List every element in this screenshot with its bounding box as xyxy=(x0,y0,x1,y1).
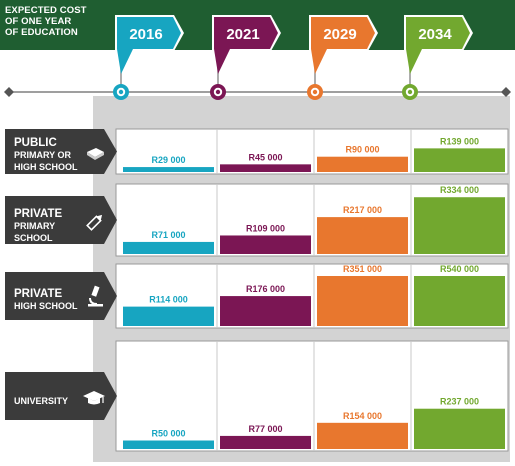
row-label-private-primary: PRIVATE PRIMARY SCHOOL xyxy=(14,208,62,244)
row-label-line: PRIVATE xyxy=(14,208,63,220)
row-label-arrow xyxy=(5,129,117,174)
timeline-pin-dot xyxy=(215,89,221,95)
bar-value-label: R29 000 xyxy=(151,155,185,165)
bar xyxy=(220,296,311,326)
bar-value-label: R334 000 xyxy=(440,185,479,195)
bar xyxy=(220,435,311,449)
chart-title-line: EXPECTED COST xyxy=(5,5,87,16)
bar xyxy=(414,408,505,449)
bar xyxy=(220,235,311,254)
timeline-pin-dot xyxy=(312,89,318,95)
microscope-icon-arm xyxy=(89,297,98,305)
year-label: 2016 xyxy=(129,26,162,43)
bar-value-label: R114 000 xyxy=(149,295,188,305)
bar xyxy=(220,164,311,172)
book-icon-cover xyxy=(87,148,104,157)
year-flag xyxy=(117,17,181,49)
timeline-end-diamond xyxy=(4,87,14,97)
chart-title-line: OF EDUCATION xyxy=(5,27,78,38)
bar xyxy=(317,156,408,172)
year-label: 2021 xyxy=(226,26,259,43)
bar xyxy=(317,422,408,449)
pencil-icon-tip xyxy=(96,214,103,221)
row-label-line: PRIMARY OR xyxy=(14,150,72,160)
timeline-end-diamond xyxy=(501,87,511,97)
graduation-cap-icon-base xyxy=(88,398,100,405)
bar-value-label: R71 000 xyxy=(151,230,185,240)
flag-tail xyxy=(214,49,230,74)
row-label-line: UNIVERSITY xyxy=(14,396,69,406)
year-flag xyxy=(214,17,278,49)
bar xyxy=(414,197,505,254)
bar-value-label: R237 000 xyxy=(440,397,479,407)
bar-value-label: R45 000 xyxy=(248,152,282,162)
timeline-pin-dot xyxy=(118,89,124,95)
row-label-private-high: PRIVATE HIGH SCHOOL xyxy=(14,288,78,312)
bar-value-label: R109 000 xyxy=(246,223,285,233)
year-label: 2034 xyxy=(418,26,452,43)
bar xyxy=(123,306,214,326)
microscope-icon xyxy=(88,285,103,307)
bar-value-label: R77 000 xyxy=(248,424,282,434)
bar xyxy=(414,148,505,172)
year-label: 2029 xyxy=(323,26,356,43)
row-label-line: PUBLIC xyxy=(14,137,57,149)
bar-value-label: R540 000 xyxy=(440,264,479,274)
chart-title: EXPECTED COST OF ONE YEAR OF EDUCATION xyxy=(5,5,115,38)
bar-value-label: R351 000 xyxy=(343,264,382,274)
row-label-arrow xyxy=(5,272,117,320)
chart-title-line: OF ONE YEAR xyxy=(5,16,72,27)
row-label-public-school: PUBLIC PRIMARY OR HIGH SCHOOL xyxy=(14,137,78,173)
bar xyxy=(317,217,408,254)
row-label-line: HIGH SCHOOL xyxy=(14,162,78,172)
row-label-line: HIGH SCHOOL xyxy=(14,301,78,311)
year-flag xyxy=(406,17,470,49)
flag-tail xyxy=(311,49,327,74)
bar-value-label: R90 000 xyxy=(345,145,379,155)
flag-tail xyxy=(117,49,133,74)
bar-value-label: R217 000 xyxy=(343,205,382,215)
microscope-icon-tube xyxy=(91,285,100,297)
bar-value-label: R50 000 xyxy=(151,429,185,439)
row-label-university: UNIVERSITY xyxy=(14,395,68,407)
row-label-arrow xyxy=(5,372,117,420)
row-label-line: PRIMARY xyxy=(14,221,56,231)
row-label-arrow xyxy=(5,196,117,244)
timeline-pin-dot xyxy=(407,89,413,95)
bar xyxy=(123,167,214,172)
graduation-cap-icon xyxy=(83,391,105,405)
flag-tail xyxy=(406,49,422,74)
row-label-line: SCHOOL xyxy=(14,233,53,243)
bar-value-label: R154 000 xyxy=(343,411,382,421)
bar xyxy=(414,276,505,326)
book-icon-pages xyxy=(87,152,104,160)
year-flag xyxy=(311,17,375,49)
bar xyxy=(317,276,408,326)
bar xyxy=(123,440,214,449)
row-label-line: PRIVATE xyxy=(14,288,63,300)
bar-value-label: R176 000 xyxy=(246,284,285,294)
book-icon xyxy=(87,148,104,160)
bar xyxy=(123,241,214,254)
pencil-icon xyxy=(86,214,103,231)
bar-value-label: R139 000 xyxy=(440,136,479,146)
microscope-icon-base xyxy=(88,304,103,307)
